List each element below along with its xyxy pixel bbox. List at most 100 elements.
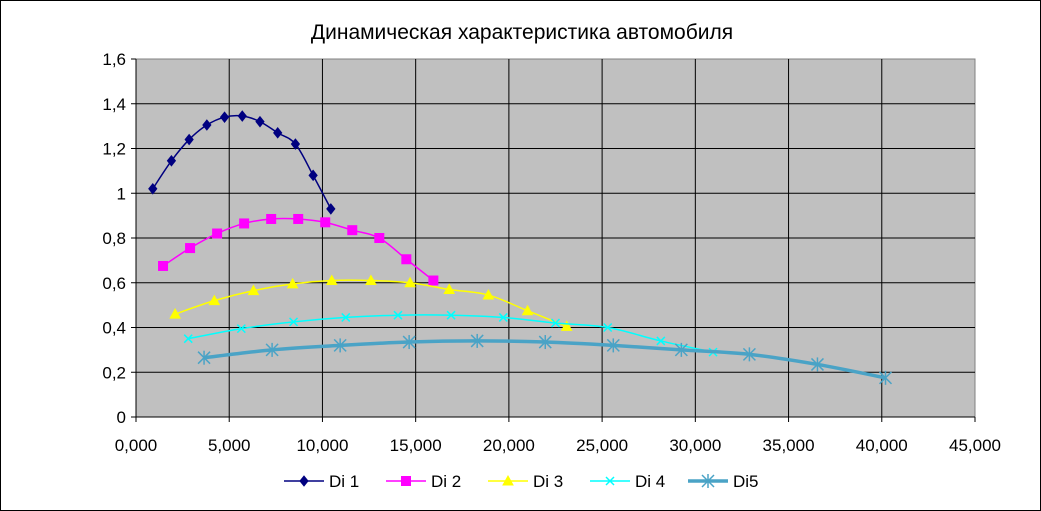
- data-point: [290, 138, 301, 150]
- data-point: [286, 277, 299, 289]
- x-tick-label: 20,000: [483, 436, 535, 455]
- legend-marker: [299, 475, 309, 487]
- legend-marker: [701, 474, 715, 488]
- legend-marker: [605, 476, 615, 486]
- data-point: [255, 115, 265, 128]
- data-point: [443, 283, 456, 294]
- data-point: [402, 335, 416, 350]
- data-point: [341, 312, 351, 322]
- data-point: [347, 225, 358, 236]
- y-tick-label: 1: [117, 184, 126, 203]
- y-tick-label: 0,8: [102, 229, 126, 248]
- data-point: [236, 324, 246, 334]
- data-point: [393, 310, 403, 320]
- data-point: [560, 320, 573, 331]
- gridlines: [136, 59, 975, 417]
- data-point: [446, 310, 456, 320]
- legend-marker: [502, 474, 514, 486]
- data-point: [374, 233, 385, 243]
- x-tick-label: 0,000: [115, 436, 158, 455]
- y-tick-label: 0,6: [102, 274, 126, 293]
- x-tick-label: 45,000: [949, 436, 1001, 455]
- legend-item: Di5: [688, 472, 759, 491]
- tick-labels: 0 0,2 0,4 0,6 0,8 1 1,2 1,4 1,6 0,000 5,000 10,000 1…: [102, 50, 1001, 455]
- data-point: [404, 276, 416, 288]
- y-tick-label: 1,4: [102, 95, 126, 114]
- data-point: [333, 338, 347, 353]
- data-point: [365, 274, 377, 286]
- data-point: [265, 342, 279, 357]
- series-3: [169, 274, 573, 331]
- legend-item: Di 3: [488, 472, 563, 491]
- legend-label: Di 2: [431, 472, 461, 491]
- data-point: [266, 213, 277, 224]
- data-point: [606, 338, 620, 353]
- legend-label: Di5: [733, 472, 759, 491]
- chart-title: Динамическая характеристика автомобиля: [311, 21, 733, 44]
- series-4: [183, 310, 718, 357]
- data-point: [498, 312, 508, 322]
- data-point: [184, 133, 194, 146]
- data-point: [239, 218, 250, 229]
- data-point: [202, 119, 212, 131]
- data-point: [293, 213, 304, 224]
- data-point: [185, 243, 196, 254]
- data-point: [308, 169, 318, 182]
- data-point: [674, 342, 688, 357]
- legend-marker: [401, 476, 411, 486]
- series-1: [148, 110, 336, 215]
- data-point: [326, 203, 336, 215]
- data-point: [325, 274, 338, 286]
- data-point: [656, 336, 666, 346]
- data-point: [212, 228, 223, 239]
- series-5: [197, 333, 893, 385]
- data-point: [320, 217, 331, 228]
- data-point: [169, 308, 182, 319]
- legend-label: Di 4: [635, 472, 665, 491]
- x-tick-label: 10,000: [296, 436, 348, 455]
- axes: [131, 58, 976, 422]
- series-2: [158, 213, 439, 286]
- data-point: [197, 350, 211, 365]
- y-tick-label: 0: [117, 408, 126, 427]
- y-tick-label: 1,6: [102, 50, 126, 69]
- y-tick-label: 1,2: [102, 140, 126, 159]
- y-tick-label: 0,4: [102, 319, 126, 338]
- data-point: [538, 335, 552, 350]
- data-point: [428, 275, 439, 286]
- legend-item: Di 1: [284, 472, 359, 491]
- data-point: [521, 304, 534, 316]
- legend-label: Di 1: [329, 472, 359, 491]
- x-tick-label: 40,000: [856, 436, 908, 455]
- data-point: [247, 284, 260, 296]
- x-tick-label: 30,000: [669, 436, 721, 455]
- data-point: [482, 289, 495, 300]
- x-tick-label: 15,000: [390, 436, 442, 455]
- series-layer: [148, 110, 893, 385]
- data-point: [183, 334, 193, 344]
- x-tick-label: 5,000: [208, 436, 251, 455]
- legend-item: Di 2: [386, 472, 461, 491]
- legend-item: Di 4: [590, 472, 665, 491]
- data-point: [237, 110, 247, 122]
- legend-label: Di 3: [533, 472, 563, 491]
- data-point: [810, 357, 824, 372]
- data-point: [550, 318, 561, 328]
- data-point: [166, 155, 177, 167]
- data-point: [603, 322, 613, 333]
- data-point: [470, 333, 484, 348]
- data-point: [208, 294, 221, 306]
- legend: Di 1 Di 2 Di 3 Di 4 Di5: [284, 472, 759, 491]
- x-tick-label: 35,000: [763, 436, 815, 455]
- data-point: [158, 260, 169, 271]
- data-point: [878, 370, 893, 385]
- data-point: [742, 347, 756, 362]
- data-point: [289, 317, 299, 327]
- data-point: [401, 254, 412, 265]
- data-point: [148, 182, 158, 195]
- data-point: [219, 111, 230, 123]
- x-tick-label: 25,000: [576, 436, 628, 455]
- y-tick-label: 0,2: [102, 363, 126, 382]
- data-point: [273, 127, 283, 139]
